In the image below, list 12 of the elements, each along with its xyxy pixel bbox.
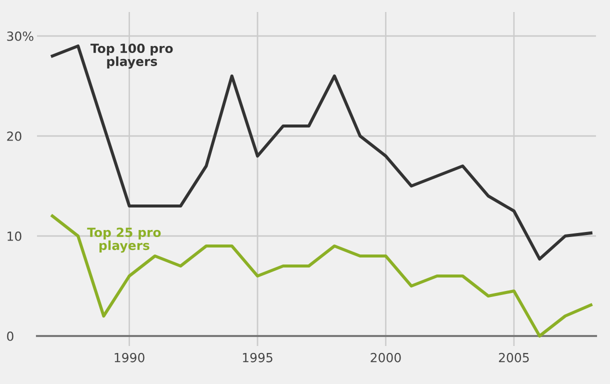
- y-tick-label: 0: [7, 331, 14, 341]
- y-tick-label: 10: [8, 231, 22, 241]
- x-tick-label: 1990: [114, 352, 144, 362]
- y-tick-label: 20: [7, 131, 22, 141]
- series-label: Top 25 pro players: [87, 228, 161, 253]
- line-series: [50, 214, 592, 338]
- x-tick-label: 2000: [370, 352, 401, 362]
- y-tick-label: 30%: [7, 31, 34, 41]
- x-tick-label: 1995: [242, 352, 272, 362]
- line-series: [50, 44, 592, 261]
- x-tick-label: 2005: [498, 352, 529, 362]
- series-label: Top 100 pro players: [90, 44, 173, 69]
